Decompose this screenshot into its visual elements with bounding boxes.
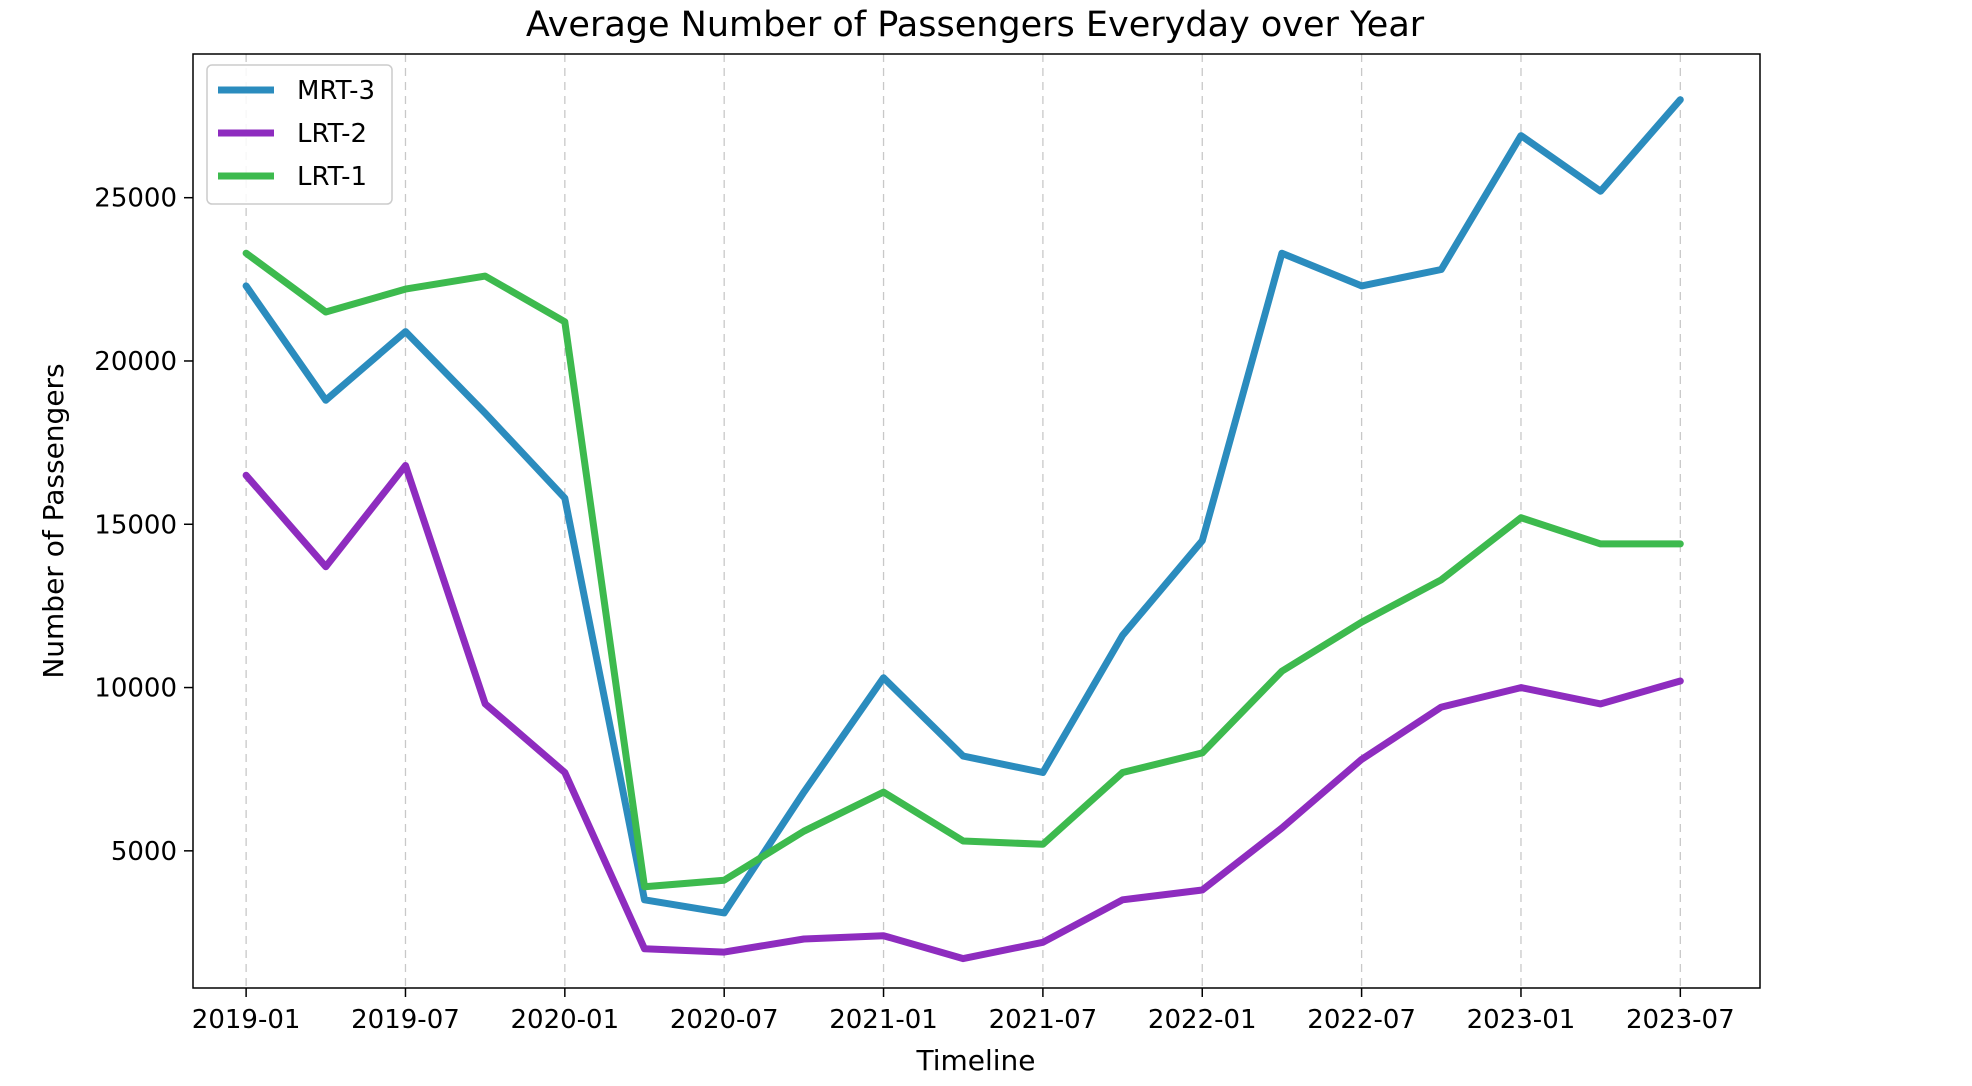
y-tick-label: 5000 (111, 837, 177, 867)
x-tick-label: 2021-07 (989, 1005, 1098, 1035)
y-tick-label: 10000 (94, 674, 177, 704)
y-tick-label: 15000 (94, 510, 177, 540)
legend-label-lrt-1: LRT-1 (297, 162, 367, 192)
chart-title: Average Number of Passengers Everyday ov… (526, 5, 1425, 45)
y-axis-ticks: 5000 10000 15000 20000 25000 (94, 184, 193, 867)
y-tick-label: 25000 (94, 184, 177, 214)
x-tick-label: 2023-07 (1626, 1005, 1735, 1035)
series-line-lrt-1 (242, 249, 1684, 891)
x-tick-label: 2021-01 (829, 1005, 938, 1035)
x-tick-label: 2019-07 (351, 1005, 460, 1035)
plot-frame (192, 53, 1761, 989)
x-tick-label: 2022-07 (1307, 1005, 1416, 1035)
series-line-lrt-2 (242, 462, 1684, 963)
x-axis-label: Timeline (915, 1044, 1035, 1077)
x-tick-label: 2020-07 (670, 1005, 779, 1035)
legend-label-lrt-2: LRT-2 (297, 119, 367, 149)
x-axis-ticks: 2019-01 2019-07 2020-01 2020-07 2021-01 2021-… (192, 988, 1735, 1035)
legend: MRT-3 LRT-2 LRT-1 (206, 64, 393, 205)
y-tick-label: 20000 (94, 347, 177, 377)
y-axis-label: Number of Passengers (37, 363, 70, 678)
x-tick-label: 2020-01 (511, 1005, 620, 1035)
x-tick-label: 2019-01 (192, 1005, 301, 1035)
x-tick-label: 2023-01 (1467, 1005, 1576, 1035)
legend-box (206, 64, 393, 205)
legend-label-mrt-3: MRT-3 (297, 76, 375, 106)
x-tick-label: 2022-01 (1148, 1005, 1257, 1035)
series-line-mrt-3 (242, 96, 1684, 917)
series-lines (242, 96, 1684, 963)
